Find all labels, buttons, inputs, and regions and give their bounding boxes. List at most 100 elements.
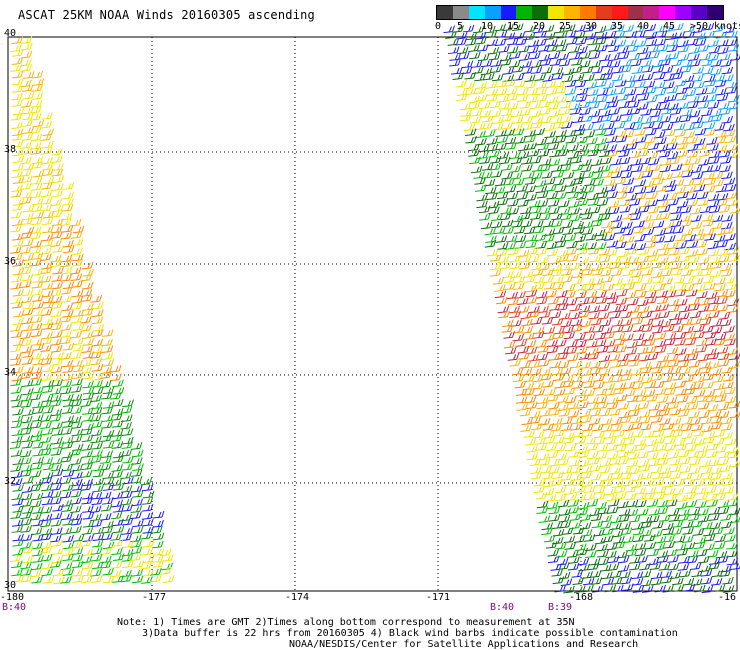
wind-barb (723, 25, 736, 34)
wind-barb (726, 305, 739, 313)
wind-barb (697, 394, 709, 403)
wind-barb (669, 255, 681, 263)
wind-barb (30, 512, 42, 521)
wind-barb (647, 142, 660, 151)
wind-barb (540, 465, 552, 474)
wind-barb (71, 463, 83, 472)
wind-barb (677, 395, 689, 403)
wind-barb (672, 584, 685, 592)
wind-barb (51, 539, 63, 547)
wind-barb (151, 525, 163, 534)
wind-barb (20, 393, 32, 402)
wind-barb (22, 253, 34, 262)
legend-swatch (548, 6, 564, 19)
wind-barb (686, 396, 698, 404)
wind-barb (688, 46, 701, 55)
wind-barb (541, 527, 553, 536)
wind-barb (489, 109, 502, 118)
wind-barb (81, 450, 93, 458)
wind-barb (515, 396, 528, 404)
wind-barb (507, 198, 519, 207)
wind-barb (723, 129, 736, 137)
wind-barb (588, 305, 601, 313)
wind-barb (594, 25, 607, 34)
wind-barb (120, 449, 133, 457)
wind-barb (546, 339, 558, 348)
wind-barb (567, 550, 579, 558)
wind-barb (590, 577, 603, 585)
wind-barb (40, 261, 53, 270)
wind-barb (606, 443, 619, 452)
wind-barb (714, 227, 727, 236)
wind-barb (530, 367, 542, 376)
wind-barb (132, 463, 144, 471)
wind-barb (491, 220, 503, 229)
wind-barb (42, 427, 54, 436)
wind-barb (81, 308, 94, 317)
wind-barb (705, 94, 718, 102)
legend-tick-label: 40 (636, 21, 650, 32)
wind-barb (581, 429, 594, 437)
wind-barb (710, 113, 723, 122)
wind-barb (616, 289, 628, 297)
wind-barb (666, 142, 678, 151)
wind-speed-color-scale (436, 5, 724, 20)
wind-barb (675, 241, 687, 250)
wind-barb (536, 401, 548, 410)
wind-barb (626, 459, 639, 468)
wind-barb (656, 499, 669, 508)
wind-barb (463, 81, 476, 90)
wind-barb (538, 515, 551, 523)
wind-barb (582, 375, 594, 383)
wind-barb (585, 290, 598, 299)
wind-barb (32, 343, 45, 351)
wind-barb (564, 30, 577, 38)
wind-barb (60, 259, 72, 268)
wind-barb (560, 115, 572, 123)
wind-barb (525, 240, 537, 249)
wind-barb (699, 366, 712, 374)
wind-barb (564, 24, 576, 32)
wind-barb (60, 287, 73, 295)
wind-barb (708, 557, 721, 565)
wind-barb (640, 528, 653, 537)
wind-barb (526, 445, 538, 453)
wind-barb (10, 296, 22, 305)
wind-barb (695, 240, 708, 248)
map-frame (7, 36, 738, 592)
wind-barb (559, 312, 571, 320)
wind-barb (648, 403, 661, 411)
wind-barb (20, 79, 32, 88)
wind-barb (615, 135, 628, 143)
wind-barb (547, 393, 560, 402)
wind-barb (552, 471, 564, 479)
wind-barb (674, 288, 687, 297)
wind-barb (693, 478, 706, 487)
wind-barb (82, 261, 94, 270)
wind-barb (589, 408, 602, 417)
wind-barb (695, 345, 708, 353)
wind-barb (110, 561, 123, 569)
wind-barb (693, 324, 705, 333)
wind-barb (142, 526, 154, 534)
wind-barb (614, 86, 627, 95)
wind-barb (51, 218, 64, 226)
wind-barb (726, 493, 739, 501)
wind-barb (628, 358, 640, 367)
wind-barb (642, 72, 654, 81)
wind-barb (567, 499, 580, 508)
wind-barb (638, 305, 650, 314)
wind-barb (50, 344, 63, 353)
wind-barb (664, 429, 676, 438)
wind-barb (641, 276, 654, 285)
wind-barb (550, 116, 563, 124)
wind-barb (20, 231, 33, 239)
wind-barb (717, 39, 729, 47)
wind-barb (678, 449, 690, 458)
wind-barb (701, 67, 714, 75)
wind-barb (601, 571, 613, 580)
wind-barb (533, 388, 545, 397)
wind-barb (505, 346, 517, 355)
wind-barb (50, 448, 63, 456)
wind-barb (642, 585, 654, 593)
